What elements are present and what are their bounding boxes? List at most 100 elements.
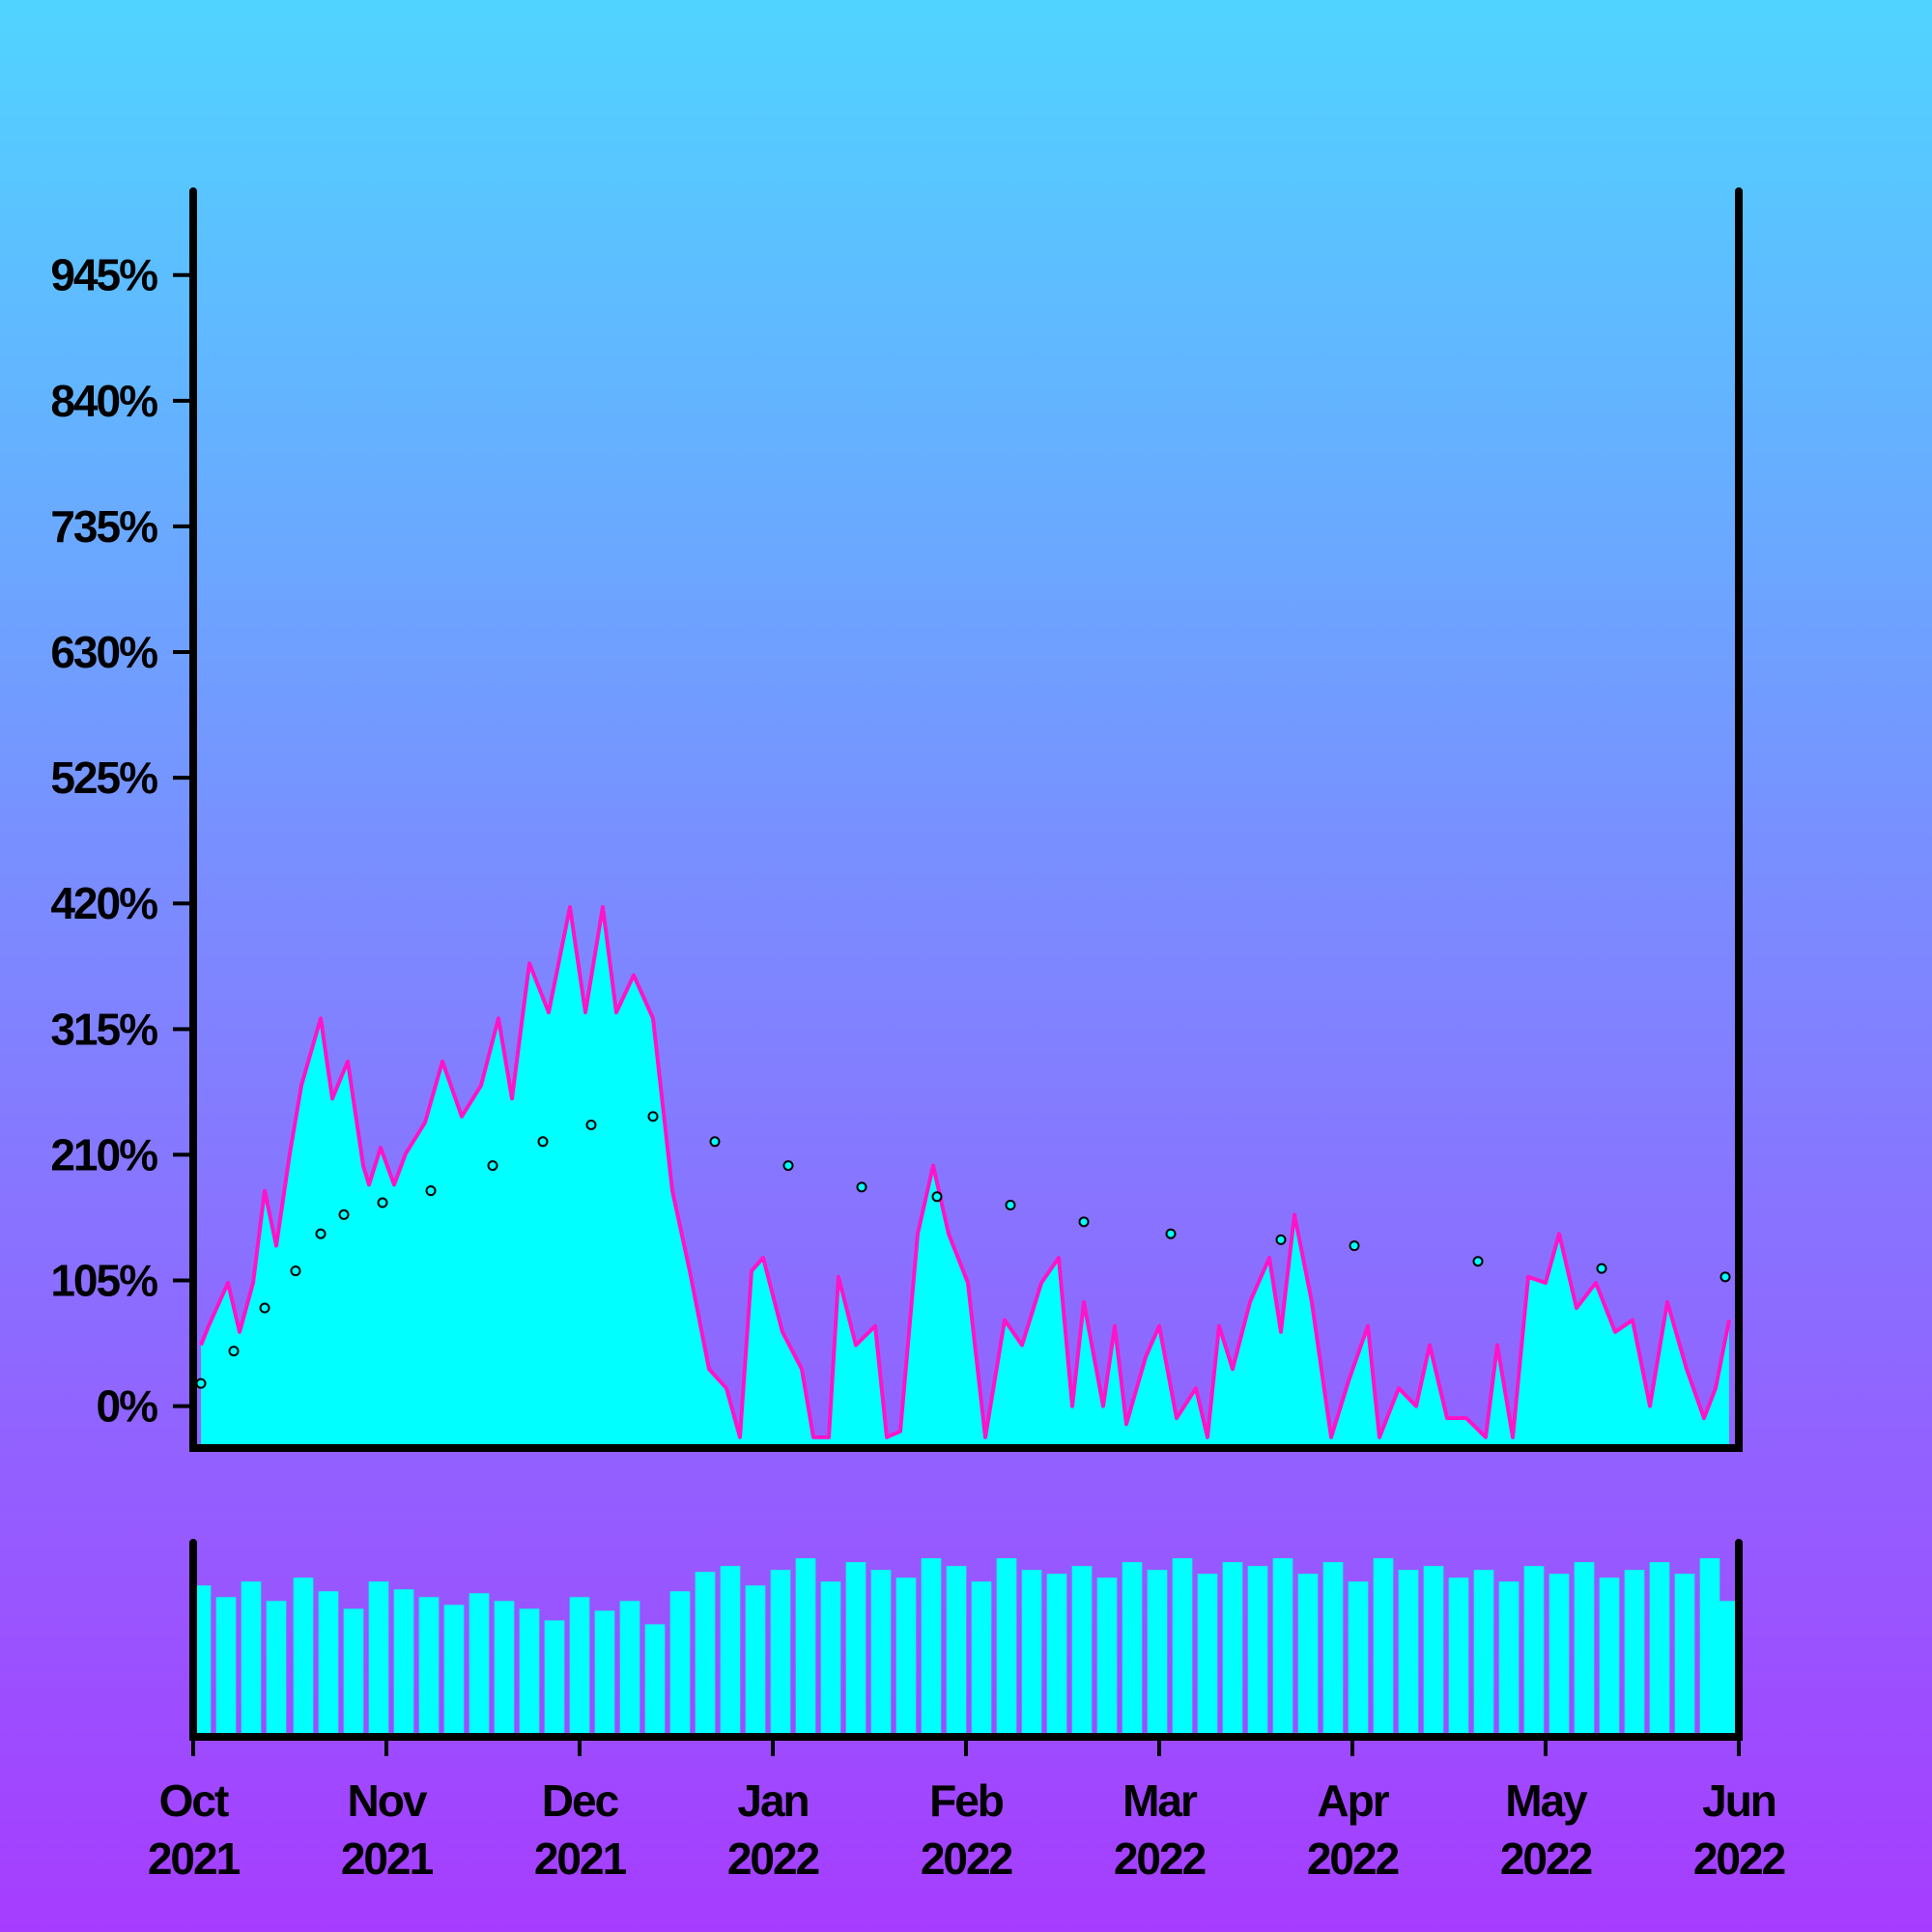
trend-point: [1719, 1271, 1731, 1283]
volume-frame: [189, 1539, 1743, 1741]
trend-point: [647, 1111, 659, 1122]
trend-point: [425, 1185, 437, 1197]
volume-bar: [1247, 1566, 1268, 1737]
x-tick-label: Feb 2022: [921, 1776, 1012, 1884]
volume-bar: [594, 1610, 615, 1737]
volume-bar: [544, 1620, 565, 1737]
volume-bar: [1548, 1574, 1570, 1737]
y-tick-label: 840%: [50, 376, 157, 426]
volume-bar: [921, 1558, 942, 1737]
volume-bar: [1599, 1577, 1620, 1737]
trend-point: [195, 1378, 207, 1389]
volume-bar: [745, 1585, 766, 1737]
trend-point: [1005, 1199, 1016, 1210]
volume-bar: [1423, 1566, 1444, 1737]
area: [201, 906, 1729, 1448]
volume-bar: [1046, 1574, 1067, 1737]
y-tick-label: 105%: [50, 1256, 157, 1306]
volume-bar: [1649, 1562, 1670, 1737]
trend-point: [315, 1228, 327, 1239]
volume-bar: [644, 1624, 666, 1737]
volume-bar: [1398, 1570, 1419, 1737]
volume-bar: [418, 1597, 440, 1737]
volume-bar: [569, 1597, 590, 1737]
y-tick-label: 210%: [50, 1129, 157, 1179]
volume-bar: [215, 1597, 237, 1737]
volume-bar: [368, 1581, 389, 1737]
y-tick-label: 525%: [50, 753, 157, 803]
trend-point: [487, 1160, 498, 1172]
volume-bar: [1147, 1570, 1168, 1737]
volume-bar: [293, 1577, 314, 1737]
y-tick-label: 630%: [50, 627, 157, 677]
volume-bar: [1021, 1570, 1042, 1737]
volume-bar: [845, 1562, 867, 1737]
volume-bar: [494, 1601, 515, 1737]
x-tick-label: Dec 2021: [534, 1776, 627, 1884]
volume-bar: [1096, 1577, 1118, 1737]
volume-bar: [870, 1570, 892, 1737]
trend-point: [1275, 1234, 1287, 1245]
volume-bar: [820, 1581, 841, 1737]
volume-bar: [1498, 1581, 1520, 1737]
volume-bar: [1222, 1562, 1243, 1737]
trend-point: [1349, 1240, 1360, 1252]
volume-bar: [241, 1581, 262, 1737]
volume-bar: [1122, 1562, 1143, 1737]
volume-bar: [1348, 1581, 1369, 1737]
y-tick-label: 945%: [50, 250, 157, 300]
trend-point: [585, 1119, 597, 1130]
trend-point: [1596, 1263, 1607, 1274]
volume-bar: [318, 1591, 339, 1737]
trend-point: [931, 1191, 943, 1203]
volume-bar: [1272, 1558, 1293, 1737]
volume-bar: [1674, 1574, 1695, 1737]
volume-bar: [946, 1566, 967, 1737]
volume-bar: [895, 1577, 917, 1737]
trend-point: [537, 1136, 549, 1148]
volume-bar: [720, 1566, 741, 1737]
volume-bar: [1448, 1577, 1469, 1737]
main-frame: [189, 187, 1743, 1452]
volume-bar: [1719, 1601, 1740, 1737]
x-tick-label: Apr 2022: [1307, 1776, 1399, 1884]
x-tick-label: May 2022: [1500, 1776, 1592, 1884]
volume-bar: [669, 1591, 691, 1737]
volume-bar: [996, 1558, 1017, 1737]
volume-bar: [1699, 1558, 1720, 1737]
volume-bar: [1322, 1562, 1344, 1737]
volume-bar: [1172, 1558, 1193, 1737]
volume-bar: [266, 1601, 287, 1737]
trend-point: [709, 1136, 721, 1148]
trend-point: [228, 1346, 240, 1357]
volume-bar: [1373, 1558, 1394, 1737]
trend-point: [1165, 1228, 1177, 1239]
volume-bar: [519, 1608, 540, 1737]
trend-point: [856, 1181, 867, 1193]
x-tick-label: Nov 2021: [341, 1776, 434, 1884]
y-tick-label: 735%: [50, 501, 157, 552]
trend-point: [259, 1302, 270, 1314]
volume-bar: [1197, 1574, 1218, 1737]
x-tick-label: Jun 2022: [1693, 1776, 1785, 1884]
volume-bar: [971, 1581, 992, 1737]
volume-bar: [1523, 1566, 1545, 1737]
x-tick-label: Oct 2021: [148, 1776, 241, 1884]
volume-bar: [795, 1558, 816, 1737]
trend-point: [782, 1160, 794, 1172]
trend-point: [338, 1208, 350, 1220]
trend-point: [377, 1197, 388, 1208]
y-tick-label: 0%: [97, 1381, 158, 1432]
volume-bar: [1574, 1562, 1595, 1737]
x-tick-label: Jan 2022: [727, 1776, 819, 1884]
volume-bar: [393, 1589, 414, 1737]
volume-bar: [469, 1593, 490, 1737]
trend-point: [1078, 1216, 1090, 1228]
volume-bar: [443, 1605, 465, 1737]
y-tick-label: 420%: [50, 878, 157, 928]
volume-bar: [695, 1572, 716, 1737]
volume-bar: [1624, 1570, 1645, 1737]
volume-bar: [1297, 1574, 1319, 1737]
volume-bar: [1473, 1570, 1494, 1737]
